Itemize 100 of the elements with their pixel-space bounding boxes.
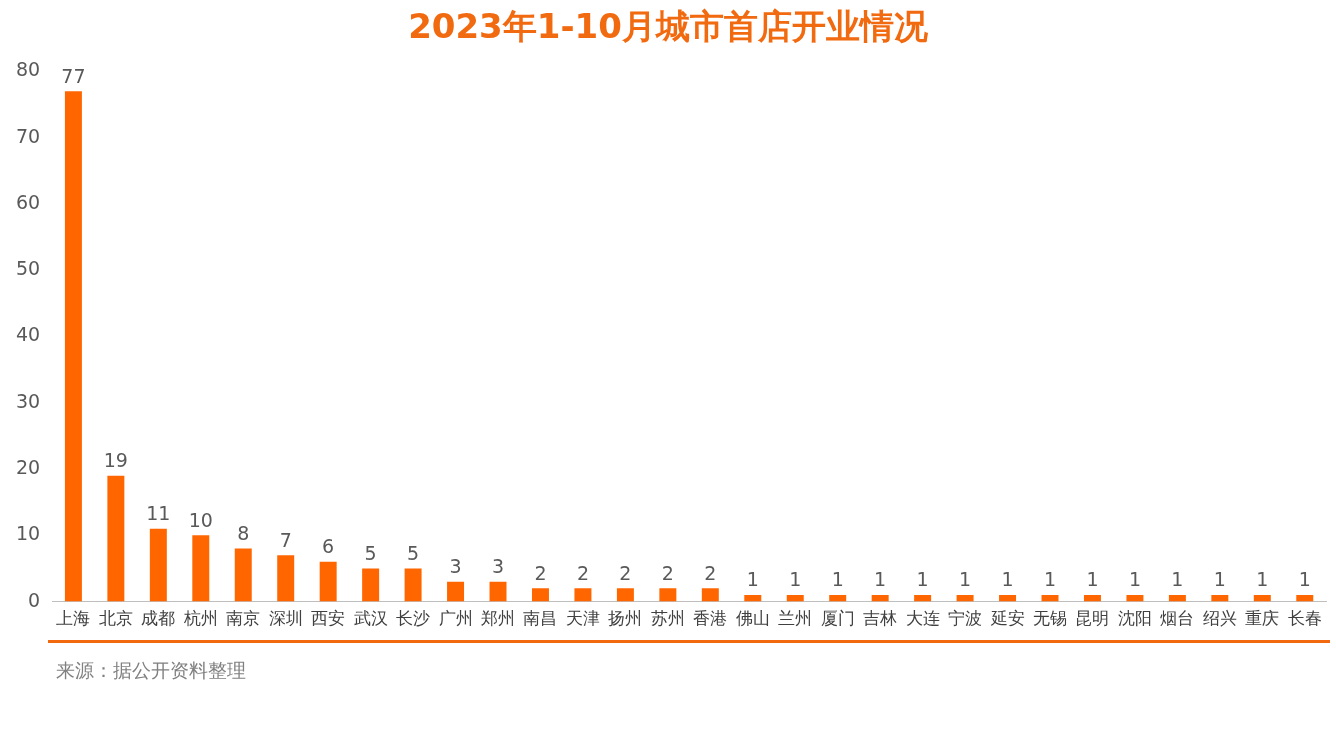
x-tick-label: 上海	[56, 608, 91, 629]
bar	[404, 568, 422, 602]
data-label: 1	[1171, 568, 1184, 591]
bar	[574, 588, 592, 602]
data-label: 1	[1001, 568, 1014, 591]
bar	[744, 594, 762, 602]
x-tick-label: 武汉	[353, 608, 388, 629]
data-label: 1	[1086, 568, 1099, 591]
x-tick-label: 西安	[311, 608, 346, 629]
y-tick-label: 60	[15, 190, 41, 213]
data-label: 1	[1128, 568, 1141, 591]
y-tick-label: 10	[15, 522, 41, 545]
x-tick-label: 杭州	[182, 608, 218, 629]
data-label: 1	[1298, 568, 1311, 591]
data-label: 6	[322, 535, 335, 558]
data-label: 1	[1256, 568, 1269, 591]
x-tick-label: 苏州	[650, 608, 685, 629]
data-label: 3	[491, 555, 505, 578]
bar	[64, 91, 82, 602]
bar	[277, 555, 295, 602]
bar	[659, 588, 677, 602]
x-tick-label: 烟台	[1160, 608, 1195, 629]
chart-title: 2023年1-10月城市首店开业情况	[407, 5, 929, 48]
bar	[829, 594, 847, 602]
y-tick-label: 70	[15, 124, 41, 147]
x-tick-label: 天津	[565, 608, 600, 629]
data-label: 1	[789, 568, 802, 591]
data-label: 2	[704, 561, 717, 584]
x-tick-label: 扬州	[608, 608, 643, 629]
bar	[192, 535, 210, 602]
y-tick-label: 20	[15, 455, 41, 478]
y-tick-label: 0	[28, 588, 41, 611]
data-label: 1	[916, 568, 929, 591]
data-label: 10	[188, 508, 213, 531]
x-tick-label: 南京	[226, 608, 261, 629]
x-tick-label: 南昌	[523, 608, 558, 629]
bar	[1083, 594, 1101, 602]
data-label: 1	[874, 568, 887, 591]
bar	[107, 475, 125, 602]
data-label: 11	[146, 502, 171, 525]
bar	[1296, 594, 1314, 602]
y-tick-label: 40	[15, 323, 41, 346]
x-tick-label: 宁波	[948, 608, 983, 629]
x-tick-label: 厦门	[820, 608, 855, 629]
x-tick-label: 长沙	[396, 608, 431, 629]
data-label: 7	[279, 528, 292, 551]
x-tick-label: 北京	[98, 608, 133, 629]
data-label: 1	[1213, 568, 1226, 591]
y-tick-label: 80	[15, 58, 41, 81]
bar	[1126, 594, 1144, 602]
bar	[489, 581, 507, 602]
bar	[531, 588, 549, 602]
bar	[1168, 594, 1186, 602]
bar	[701, 588, 719, 602]
y-tick-label: 30	[15, 389, 41, 412]
x-tick-label: 沈阳	[1117, 608, 1152, 629]
data-label: 1	[746, 568, 759, 591]
data-label: 1	[831, 568, 844, 591]
data-label: 5	[407, 541, 420, 564]
data-label: 5	[364, 541, 377, 564]
bar	[786, 594, 804, 602]
x-tick-label: 佛山	[735, 608, 770, 629]
y-tick-label: 50	[15, 257, 41, 280]
bar	[234, 548, 252, 602]
x-tick-label: 兰州	[778, 608, 813, 629]
x-tick-label: 广州	[438, 608, 473, 629]
x-tick-label: 重庆	[1245, 608, 1280, 629]
x-tick-label: 吉林	[863, 608, 898, 629]
x-tick-label: 深圳	[268, 608, 303, 629]
data-label: 2	[534, 561, 547, 584]
data-label: 77	[61, 64, 86, 87]
x-tick-label: 昆明	[1075, 608, 1110, 629]
x-tick-label: 成都	[141, 608, 176, 629]
bar	[956, 594, 974, 602]
data-label: 1	[1043, 568, 1057, 591]
data-label: 8	[237, 522, 250, 545]
bar	[319, 561, 337, 602]
x-tick-label: 郑州	[481, 608, 516, 629]
bar	[1211, 594, 1229, 602]
x-tick-label: 绍兴	[1202, 608, 1237, 629]
x-tick-label: 延安	[989, 608, 1025, 629]
data-label: 3	[449, 555, 462, 578]
data-label: 2	[576, 561, 589, 584]
source-note: 来源：据公开资料整理	[56, 658, 246, 683]
data-label: 2	[619, 561, 632, 584]
bar	[1253, 594, 1271, 602]
data-label: 19	[103, 449, 128, 472]
x-tick-label: 长春	[1287, 608, 1322, 629]
x-tick-label: 无锡	[1033, 608, 1068, 629]
data-label: 2	[661, 561, 674, 584]
bar	[999, 594, 1017, 602]
bar	[871, 594, 889, 602]
x-tick-label: 香港	[693, 608, 728, 629]
bar	[362, 568, 380, 602]
bar	[149, 528, 167, 602]
bar	[447, 581, 465, 602]
bar	[914, 594, 932, 602]
data-label: 1	[959, 568, 972, 591]
bar	[616, 588, 634, 602]
x-tick-label: 大连	[905, 608, 940, 629]
